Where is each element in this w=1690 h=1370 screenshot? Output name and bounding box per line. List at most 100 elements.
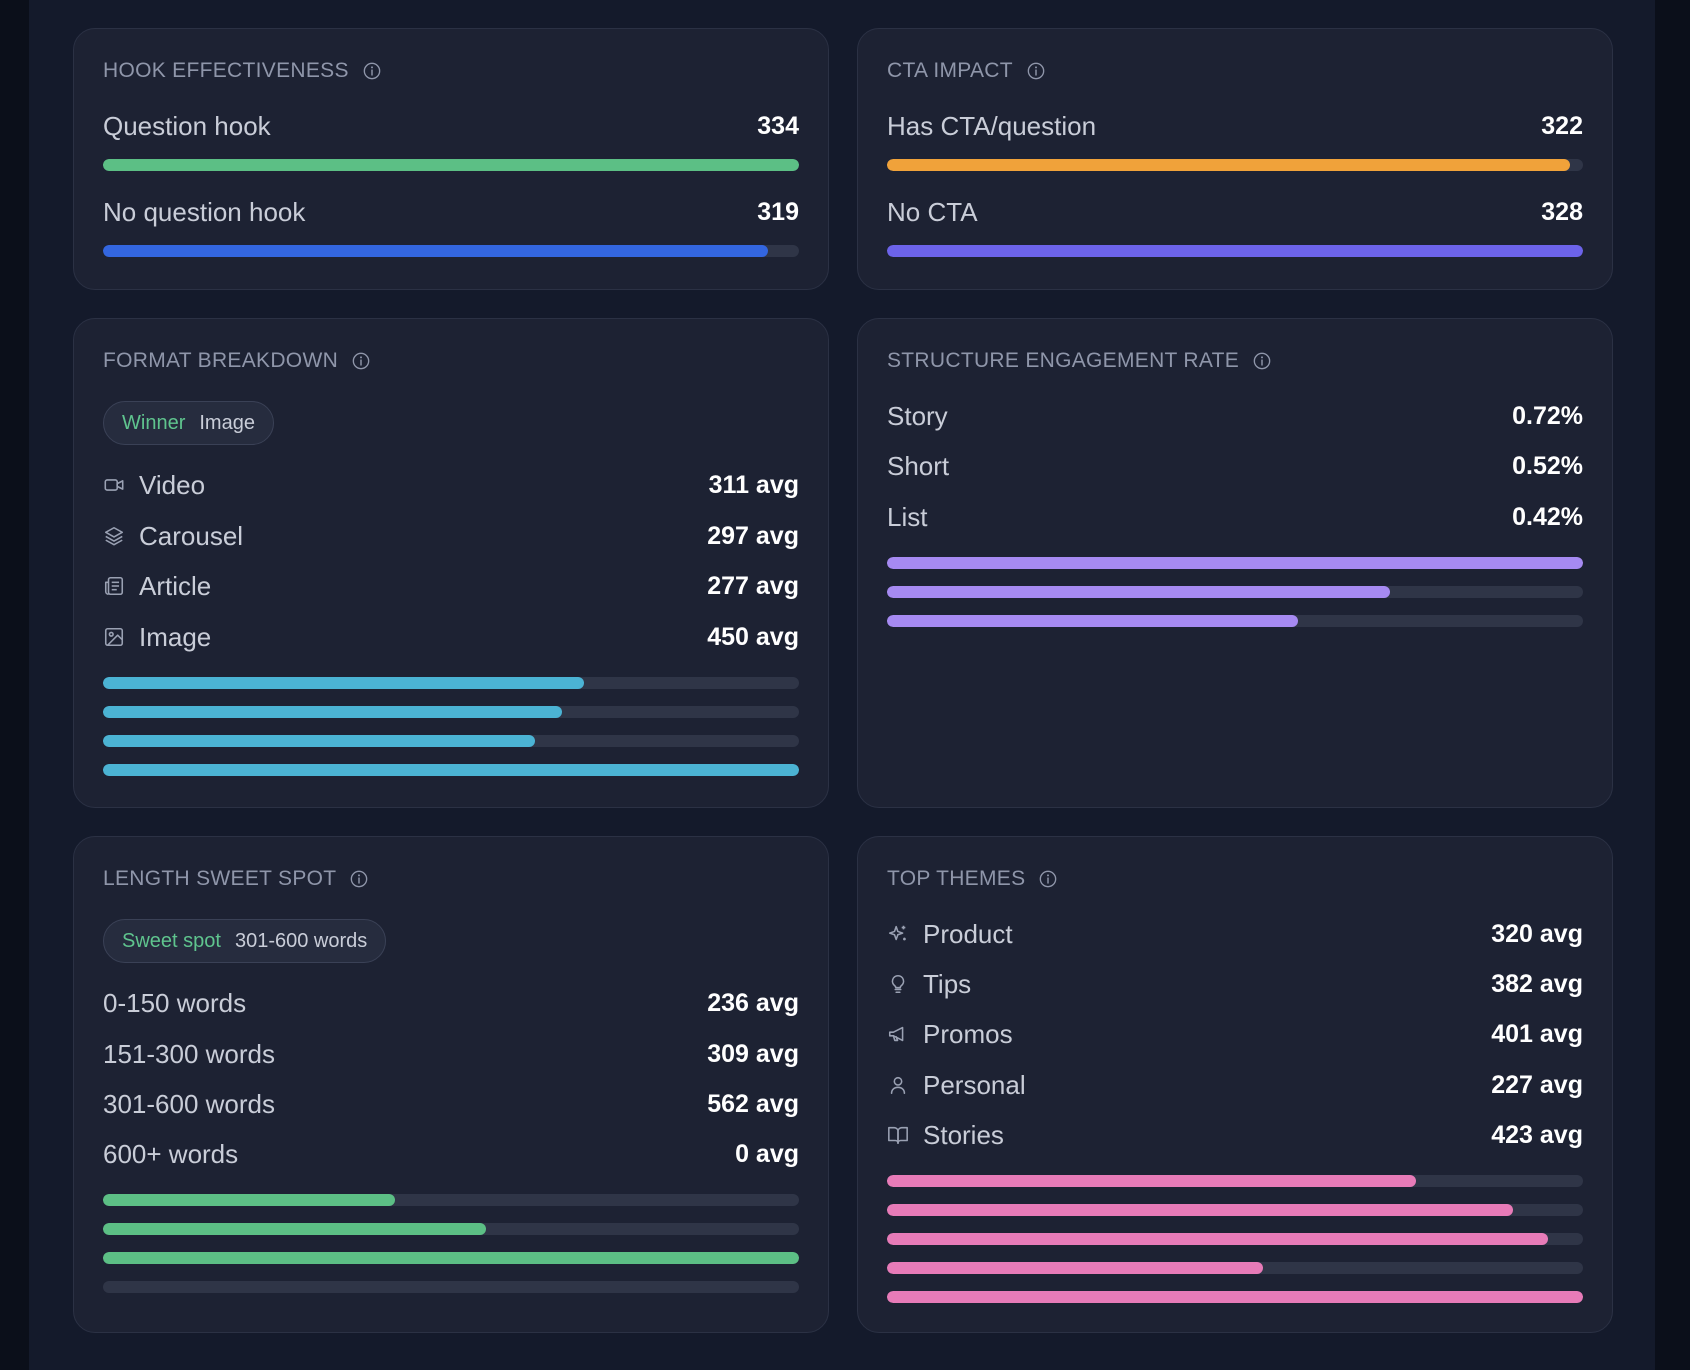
newspaper-icon [104,576,124,596]
format-row-video: Video 311 avg [103,465,799,505]
bar-track [103,764,799,776]
badge-label: Sweet spot [122,929,221,952]
info-icon[interactable] [363,62,381,80]
badge-label: Winner [122,411,186,434]
bar-track [887,1291,1583,1303]
row-value: 319 [757,197,799,226]
row-label: 600+ words [103,1138,239,1169]
cta-title: CTA IMPACT [887,59,1013,82]
row-label: Has CTA/question [887,110,1097,141]
row-value: 320 avg [1491,919,1583,948]
top-themes-card: TOP THEMES Product 320 avg Tips 382 avg … [857,836,1613,1333]
card-title: CTA IMPACT [887,59,1045,83]
length-row-0: 0-150 words 236 avg [103,983,799,1023]
bar-track [887,1175,1583,1187]
length-row-3: 600+ words 0 avg [103,1134,799,1174]
format-breakdown-card: FORMAT BREAKDOWN Winner Image Video 311 … [73,318,829,808]
row-label: 0-150 words [103,987,247,1018]
bar-fill [887,557,1583,569]
card-title: FORMAT BREAKDOWN [103,349,370,373]
row-label: Article [139,570,212,601]
row-label: Short [887,450,950,481]
bar-fill [887,1175,1416,1187]
bar-fill [887,1262,1263,1274]
badge-value: Image [199,411,255,434]
row-value: 334 [757,111,799,140]
bar-track [103,245,799,257]
row-label: 301-600 words [103,1088,275,1119]
row-value: 562 avg [707,1089,799,1118]
row-value: 0.72% [1512,401,1583,430]
info-icon[interactable] [1039,870,1057,888]
row-value: 401 avg [1491,1019,1583,1048]
user-icon [890,1076,906,1095]
info-icon[interactable] [1253,352,1271,370]
sparkles-icon [888,925,906,941]
video-icon [104,479,124,491]
info-icon[interactable] [350,870,368,888]
bar-track [887,1233,1583,1245]
structure-title: STRUCTURE ENGAGEMENT RATE [887,349,1240,372]
bar-track [887,586,1583,598]
row-label: Product [923,918,1013,949]
row-value: 311 avg [708,470,799,499]
cta-impact-card: CTA IMPACT Has CTA/question 322 No CTA 3… [857,28,1613,290]
row-label: Tips [923,968,972,999]
length-row-2: 301-600 words 562 avg [103,1084,799,1124]
bar-fill [887,586,1390,598]
row-value: 322 [1541,111,1583,140]
row-value: 328 [1541,197,1583,226]
bar-fill [887,1233,1549,1245]
megaphone-icon [888,1026,904,1042]
card-title: LENGTH SWEET SPOT [103,867,368,891]
card-title: STRUCTURE ENGAGEMENT RATE [887,349,1271,373]
row-label: Image [139,621,212,652]
row-value: 423 avg [1491,1120,1583,1149]
bar-fill [103,159,799,171]
row-value: 0 avg [735,1139,799,1168]
row-label: List [887,501,928,532]
format-title: FORMAT BREAKDOWN [103,349,339,372]
bar-fill [887,615,1298,627]
length-row-1: 151-300 words 309 avg [103,1034,799,1074]
info-icon[interactable] [352,352,370,370]
bar-fill [103,1252,799,1264]
bar-track [887,245,1583,257]
row-value: 236 avg [707,988,799,1017]
row-label: Video [139,469,206,500]
bar-track [887,1204,1583,1216]
bar-track [103,677,799,689]
lightbulb-icon [891,974,905,994]
card-title: TOP THEMES [887,867,1057,891]
row-label: Story [887,400,948,431]
theme-row-personal: Personal 227 avg [887,1065,1583,1105]
cta-row-has: Has CTA/question 322 [887,106,1583,146]
bar-track [103,1252,799,1264]
row-value: 277 avg [707,571,799,600]
themes-title: TOP THEMES [887,867,1026,890]
row-label: No question hook [103,196,306,227]
length-sweet-spot-card: LENGTH SWEET SPOT Sweet spot 301-600 wor… [73,836,829,1333]
structure-row-short: Short 0.52% [887,446,1583,486]
bar-track [103,706,799,718]
bar-fill [103,1194,396,1206]
bar-track [887,557,1583,569]
image-icon [104,627,124,647]
badge-value: 301-600 words [234,929,368,952]
bar-fill [103,764,799,776]
theme-row-tips: Tips 382 avg [887,964,1583,1004]
hook-effectiveness-card: HOOK EFFECTIVENESS Question hook 334 No … [73,28,829,290]
row-label: Question hook [103,110,271,141]
bar-track [887,159,1583,171]
bar-track [103,1194,799,1206]
bar-fill [103,735,535,747]
bar-track [887,615,1583,627]
row-label: No CTA [887,196,978,227]
bar-fill [887,159,1571,171]
winner-badge: Winner Image [103,401,274,445]
structure-row-story: Story 0.72% [887,396,1583,436]
format-row-image: Image 450 avg [103,617,799,657]
bar-fill [887,1291,1583,1303]
info-icon[interactable] [1027,62,1045,80]
hook-row-question: Question hook 334 [103,106,799,146]
